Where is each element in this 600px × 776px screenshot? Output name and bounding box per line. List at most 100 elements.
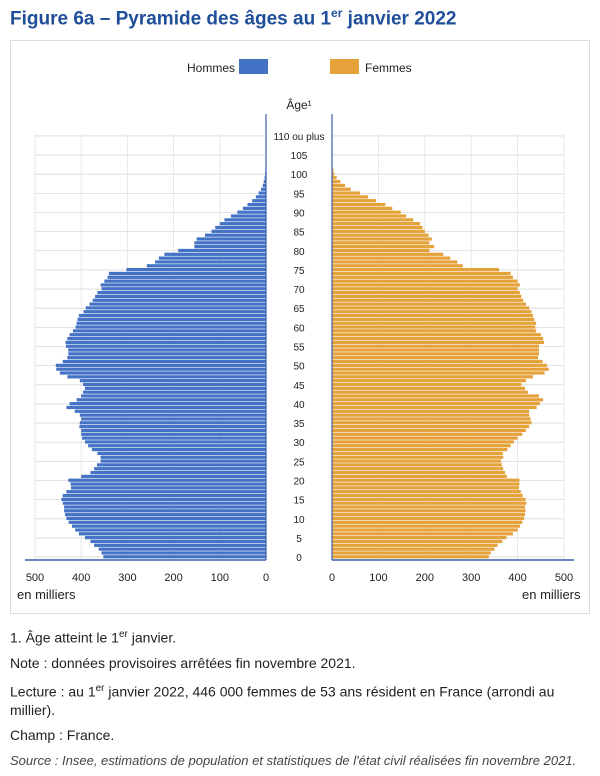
bar-women-age-57 [332, 337, 543, 340]
bar-women-age-30 [332, 440, 514, 443]
bar-women-age-86 [332, 226, 422, 229]
bar-men-age-76 [147, 264, 266, 267]
bar-men-age-56 [65, 341, 266, 344]
bar-women-age-44 [332, 387, 525, 390]
bar-men-age-59 [73, 329, 266, 332]
bar-men-age-23 [94, 467, 266, 470]
bar-men-age-40 [70, 402, 266, 405]
bar-women-age-4 [332, 540, 502, 543]
bar-men-age-65 [86, 306, 266, 309]
x-tick-left-100: 100 [211, 572, 229, 584]
bar-women-age-24 [332, 463, 502, 466]
bar-men-age-47 [67, 375, 266, 378]
bar-men-age-32 [81, 433, 266, 436]
bar-men-age-96 [261, 188, 266, 191]
bar-women-age-55 [332, 345, 539, 348]
bar-women-age-58 [332, 333, 541, 336]
bar-women-age-98 [332, 180, 340, 183]
y-tick-10: 10 [293, 515, 305, 526]
x-tick-left-300: 300 [118, 572, 136, 584]
bar-men-age-64 [84, 310, 266, 313]
legend-label-men: Hommes [187, 61, 235, 75]
bar-women-age-97 [332, 184, 345, 187]
bar-women-age-84 [332, 234, 429, 237]
bar-women-age-19 [332, 482, 519, 485]
bar-women-age-81 [332, 245, 434, 248]
bar-women-age-96 [332, 188, 351, 191]
bar-men-age-90 [237, 211, 266, 214]
bar-women-age-64 [332, 310, 532, 313]
bar-men-age-7 [75, 528, 266, 531]
bar-women-age-27 [332, 452, 503, 455]
bar-women-age-63 [332, 314, 533, 317]
x-tick-right-200: 200 [416, 572, 434, 584]
bar-women-age-71 [332, 283, 520, 286]
bar-women-age-93 [332, 199, 376, 202]
y-tick-55: 55 [293, 343, 305, 354]
bar-men-age-5 [85, 536, 266, 539]
bar-women-age-32 [332, 433, 522, 436]
bar-men-age-22 [90, 471, 266, 474]
bar-men-age-4 [90, 540, 266, 543]
bar-men-age-17 [66, 490, 266, 493]
y-tick-40: 40 [293, 400, 305, 411]
bar-women-age-65 [332, 306, 529, 309]
bar-women-age-52 [332, 356, 538, 359]
bar-women-age-62 [332, 318, 534, 321]
y-axis-title: Âge¹ [286, 97, 311, 112]
bar-men-age-68 [95, 295, 266, 298]
bar-women-age-9 [332, 521, 522, 524]
y-tick-15: 15 [293, 496, 305, 507]
y-tick-20: 20 [293, 477, 305, 488]
bar-men-age-53 [68, 352, 266, 355]
bar-women-age-47 [332, 375, 533, 378]
bar-women-age-59 [332, 329, 536, 332]
y-tick-90: 90 [293, 208, 305, 219]
bar-women-age-13 [332, 505, 525, 508]
y-tick-75: 75 [293, 266, 305, 277]
y-tick-45: 45 [293, 381, 305, 392]
x-tick-right-100: 100 [369, 572, 387, 584]
bar-women-age-33 [332, 429, 526, 432]
bar-men-age-50 [56, 364, 266, 367]
bar-men-age-35 [80, 421, 266, 424]
bar-men-age-25 [101, 459, 266, 462]
bar-women-age-75 [332, 268, 499, 271]
bar-women-age-74 [332, 272, 511, 275]
bar-men-age-10 [66, 517, 266, 520]
bar-women-age-70 [332, 287, 518, 290]
y-tick-0: 0 [296, 553, 302, 564]
y-tick-70: 70 [293, 285, 305, 296]
bar-women-age-39 [332, 406, 537, 409]
bar-men-age-1 [102, 551, 266, 554]
bar-men-age-24 [97, 463, 266, 466]
bar-men-age-42 [81, 394, 266, 397]
x-tick-left-200: 200 [164, 572, 182, 584]
bar-women-age-77 [332, 260, 457, 263]
bar-women-age-89 [332, 214, 406, 217]
bar-women-age-66 [332, 302, 526, 305]
bar-men-age-38 [75, 410, 266, 413]
bar-women-age-21 [332, 475, 507, 478]
bar-women-age-16 [332, 494, 523, 497]
x-tick-left-400: 400 [72, 572, 90, 584]
bar-women-age-7 [332, 528, 518, 531]
bar-women-age-92 [332, 203, 385, 206]
bar-men-age-79 [164, 253, 266, 256]
y-tick-110: 110 ou plus [274, 132, 325, 143]
bar-men-age-14 [63, 502, 266, 505]
bar-men-age-95 [259, 191, 266, 194]
bar-men-age-63 [79, 314, 266, 317]
bar-men-age-20 [68, 479, 266, 482]
bar-men-age-86 [215, 226, 266, 229]
bar-women-age-23 [332, 467, 503, 470]
bar-men-age-2 [99, 548, 266, 551]
x-tick-right-500: 500 [555, 572, 573, 584]
bar-men-age-73 [108, 276, 266, 279]
note-provisional: Note : données provisoires arrêtées fin … [10, 654, 590, 673]
bar-men-age-83 [197, 237, 266, 240]
bar-men-age-71 [101, 283, 266, 286]
bar-men-age-81 [194, 245, 266, 248]
bar-women-age-61 [332, 322, 536, 325]
bar-women-age-54 [332, 348, 539, 351]
